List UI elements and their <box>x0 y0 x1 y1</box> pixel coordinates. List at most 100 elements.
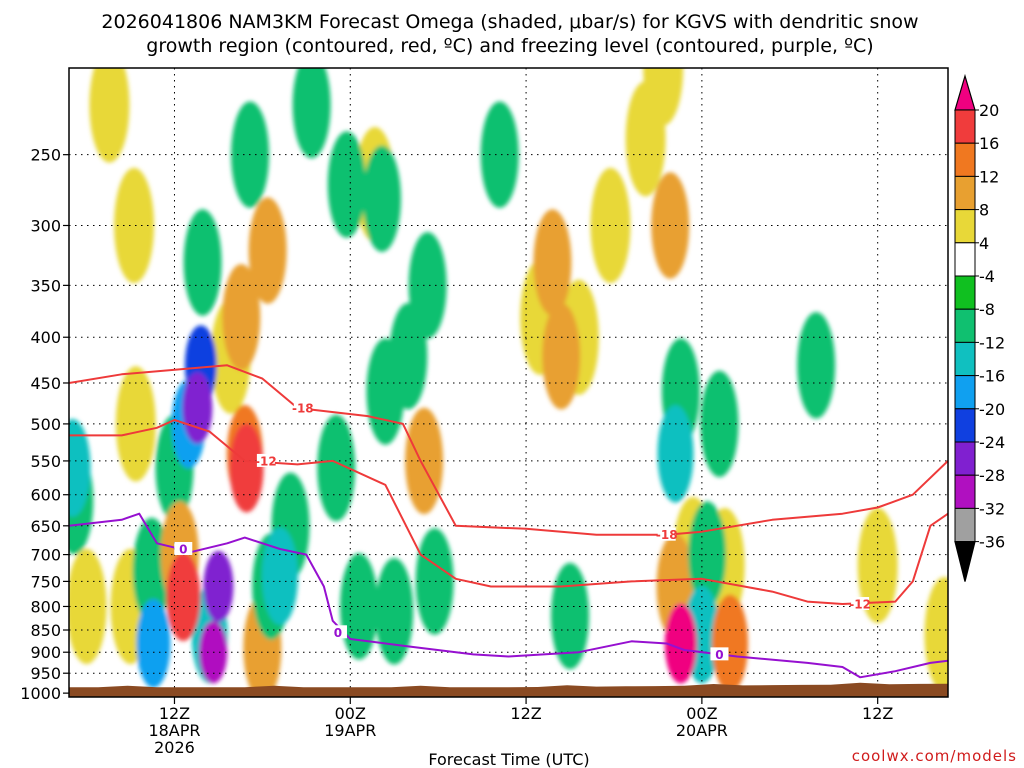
colorbar-segment <box>954 209 976 244</box>
contour-label: -18 <box>656 528 678 542</box>
y-tick-label: 900 <box>30 643 61 662</box>
pressure-axis: 250 300 350 400 450 500 550 600 650 700 750 800 850 9… <box>20 146 69 703</box>
omega-cell <box>797 312 836 419</box>
plot-area: -18 -18 -12 -12 0 0 0 <box>69 68 948 697</box>
omega-shading <box>69 68 948 697</box>
colorbar-label: -20 <box>979 400 1005 419</box>
omega-cell <box>327 131 366 238</box>
colorbar-segment <box>954 142 976 177</box>
colorbar-segment <box>954 242 976 277</box>
omega-cell <box>340 553 379 660</box>
y-tick-label: 300 <box>30 216 61 235</box>
contour-label-bg <box>328 625 347 639</box>
contour-label-bg <box>851 597 870 611</box>
y-tick-label: 700 <box>30 546 61 565</box>
contour-label-bg <box>256 453 275 467</box>
omega-cell <box>643 68 684 126</box>
contour-label-bg <box>657 527 676 541</box>
colorbar-label: 4 <box>979 234 989 253</box>
colorbar-segment <box>954 408 976 443</box>
colorbar-bottom-arrow <box>954 540 976 582</box>
contour-label-bg <box>710 647 729 661</box>
y-tick-label: 1000 <box>20 684 61 703</box>
y-tick-label: 750 <box>30 572 61 591</box>
omega-cell <box>69 419 91 517</box>
y-tick-label: 550 <box>30 452 61 471</box>
colorbar-segment <box>954 474 976 509</box>
omega-cell <box>551 562 590 670</box>
colorbar-label: -4 <box>979 267 995 286</box>
omega-cell <box>542 302 581 410</box>
contour-line <box>69 512 948 679</box>
x-tick-label: 00Z <box>686 704 717 723</box>
colorbar-segment <box>954 109 976 144</box>
ground-surface <box>69 682 948 697</box>
contour-label: 0 <box>715 648 723 662</box>
omega-cell <box>415 528 454 635</box>
omega-cell <box>136 599 171 688</box>
contour-label: -18 <box>292 402 314 416</box>
chart-title-line2: growth region (contoured, red, ºC) and f… <box>146 35 873 57</box>
chart-title-line1: 2026041806 NAM3KM Forecast Omega (shaded… <box>101 11 918 33</box>
x-tick-label: 12Z <box>159 704 190 723</box>
colorbar-segment <box>954 441 976 476</box>
y-tick-label: 950 <box>30 664 61 683</box>
x-tick-label: 12Z <box>510 704 541 723</box>
x-tick-label: 2026 <box>154 738 195 757</box>
x-tick-label: 20APR <box>676 721 728 740</box>
omega-cell <box>114 167 155 284</box>
omega-cell <box>166 552 201 642</box>
omega-cell <box>375 558 414 665</box>
omega-cell <box>408 232 447 339</box>
omega-cell <box>89 68 130 163</box>
colorbar-segment <box>954 375 976 410</box>
colorbar-label: 8 <box>979 201 989 220</box>
colorbar-label: -16 <box>979 367 1005 386</box>
colorbar-top-arrow <box>954 73 976 111</box>
omega-cell <box>183 209 222 316</box>
contour-label-bg <box>293 401 312 415</box>
colorbar-label: 20 <box>979 101 999 120</box>
colorbar-label: 12 <box>979 167 999 186</box>
colorbar-label: -24 <box>979 433 1005 452</box>
omega-cell <box>924 576 948 693</box>
omega-cell <box>362 145 401 252</box>
omega-cell <box>222 264 261 371</box>
y-tick-label: 800 <box>30 597 61 616</box>
omega-cell <box>700 370 739 478</box>
contour-label: -12 <box>255 454 277 468</box>
contour-label: 0 <box>179 543 187 557</box>
omega-cell <box>203 550 234 623</box>
colorbar-label: -12 <box>979 333 1005 352</box>
contour-line <box>69 364 948 536</box>
y-tick-label: 250 <box>30 146 61 165</box>
contour-label: 0 <box>334 626 342 640</box>
y-tick-label: 400 <box>30 328 61 347</box>
omega-cell <box>69 548 107 665</box>
x-tick-label: 19APR <box>324 721 376 740</box>
x-tick-label: 00Z <box>335 704 366 723</box>
temperature-contours: -18 -18 -12 -12 0 0 0 <box>69 364 948 679</box>
y-tick-label: 650 <box>30 517 61 536</box>
omega-colorbar: 20 16 12 8 4 -4 -8 -12 -16 -20 -24 -28 -32 -36 <box>954 73 1005 582</box>
colorbar-segment <box>954 341 976 377</box>
x-tick-label: 12Z <box>862 704 893 723</box>
omega-cell <box>533 209 572 316</box>
omega-cell <box>657 404 694 503</box>
x-tick-label: 18APR <box>148 721 200 740</box>
colorbar-label: -36 <box>979 533 1005 552</box>
x-axis-label: Forecast Time (UTC) <box>428 750 589 768</box>
y-tick-label: 450 <box>30 374 61 393</box>
colorbar-segment <box>954 175 976 211</box>
colorbar-label: 16 <box>979 134 999 153</box>
omega-cell <box>857 507 898 624</box>
omega-cell <box>480 101 519 208</box>
contour-label-bg <box>174 542 193 556</box>
y-tick-label: 500 <box>30 415 61 434</box>
y-tick-label: 850 <box>30 621 61 640</box>
omega-cell <box>229 423 264 513</box>
omega-cell <box>664 603 697 684</box>
pressure-gridlines <box>69 68 948 697</box>
